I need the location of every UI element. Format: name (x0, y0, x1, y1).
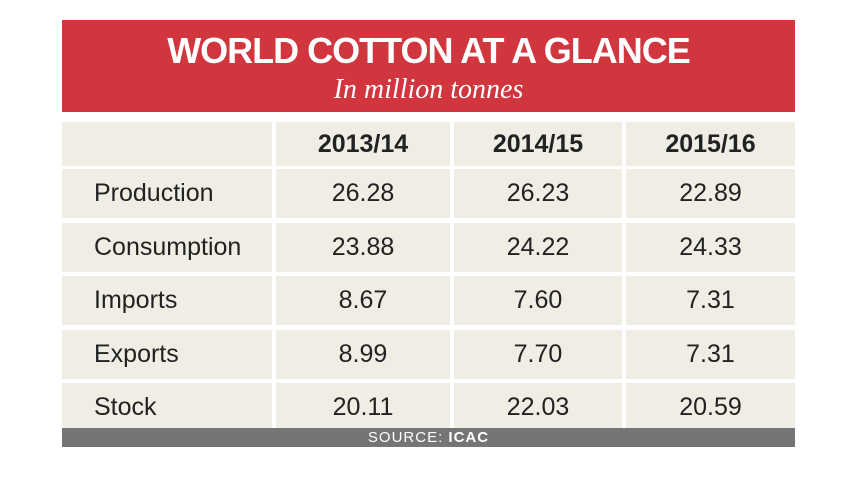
value-cell: 24.33 (626, 222, 795, 272)
value-cell: 22.89 (626, 169, 795, 218)
row-label: Production (62, 169, 272, 218)
title: WORLD COTTON AT A GLANCE (167, 30, 691, 71)
header: WORLD COTTON AT A GLANCE In million tonn… (62, 20, 795, 112)
row-label: Consumption (62, 222, 272, 272)
value-cell: 20.11 (276, 383, 450, 432)
value-cell: 8.67 (276, 276, 450, 325)
row-label: Exports (62, 329, 272, 379)
value-cell: 7.70 (454, 329, 622, 379)
subtitle: In million tonnes (333, 74, 524, 105)
value-cell: 26.23 (454, 169, 622, 218)
row-label: Stock (62, 383, 272, 432)
value-cell: 7.31 (626, 329, 795, 379)
source-label: SOURCE: (367, 429, 444, 446)
value-cell: 20.59 (626, 383, 795, 432)
row-label: Imports (62, 276, 272, 325)
value-cell: 24.22 (454, 222, 622, 272)
value-cell: 26.28 (276, 169, 450, 218)
column-header: 2015/16 (626, 122, 795, 166)
header-cell (62, 122, 272, 166)
value-cell: 22.03 (454, 383, 622, 432)
value-cell: 7.60 (454, 276, 622, 325)
column-header: 2013/14 (276, 122, 450, 166)
value-cell: 7.31 (626, 276, 795, 325)
column-header: 2014/15 (454, 122, 622, 166)
value-cell: 8.99 (276, 329, 450, 379)
source-name: ICAC (448, 429, 490, 446)
value-cell: 23.88 (276, 222, 450, 272)
source: SOURCE: ICAC (62, 428, 795, 447)
